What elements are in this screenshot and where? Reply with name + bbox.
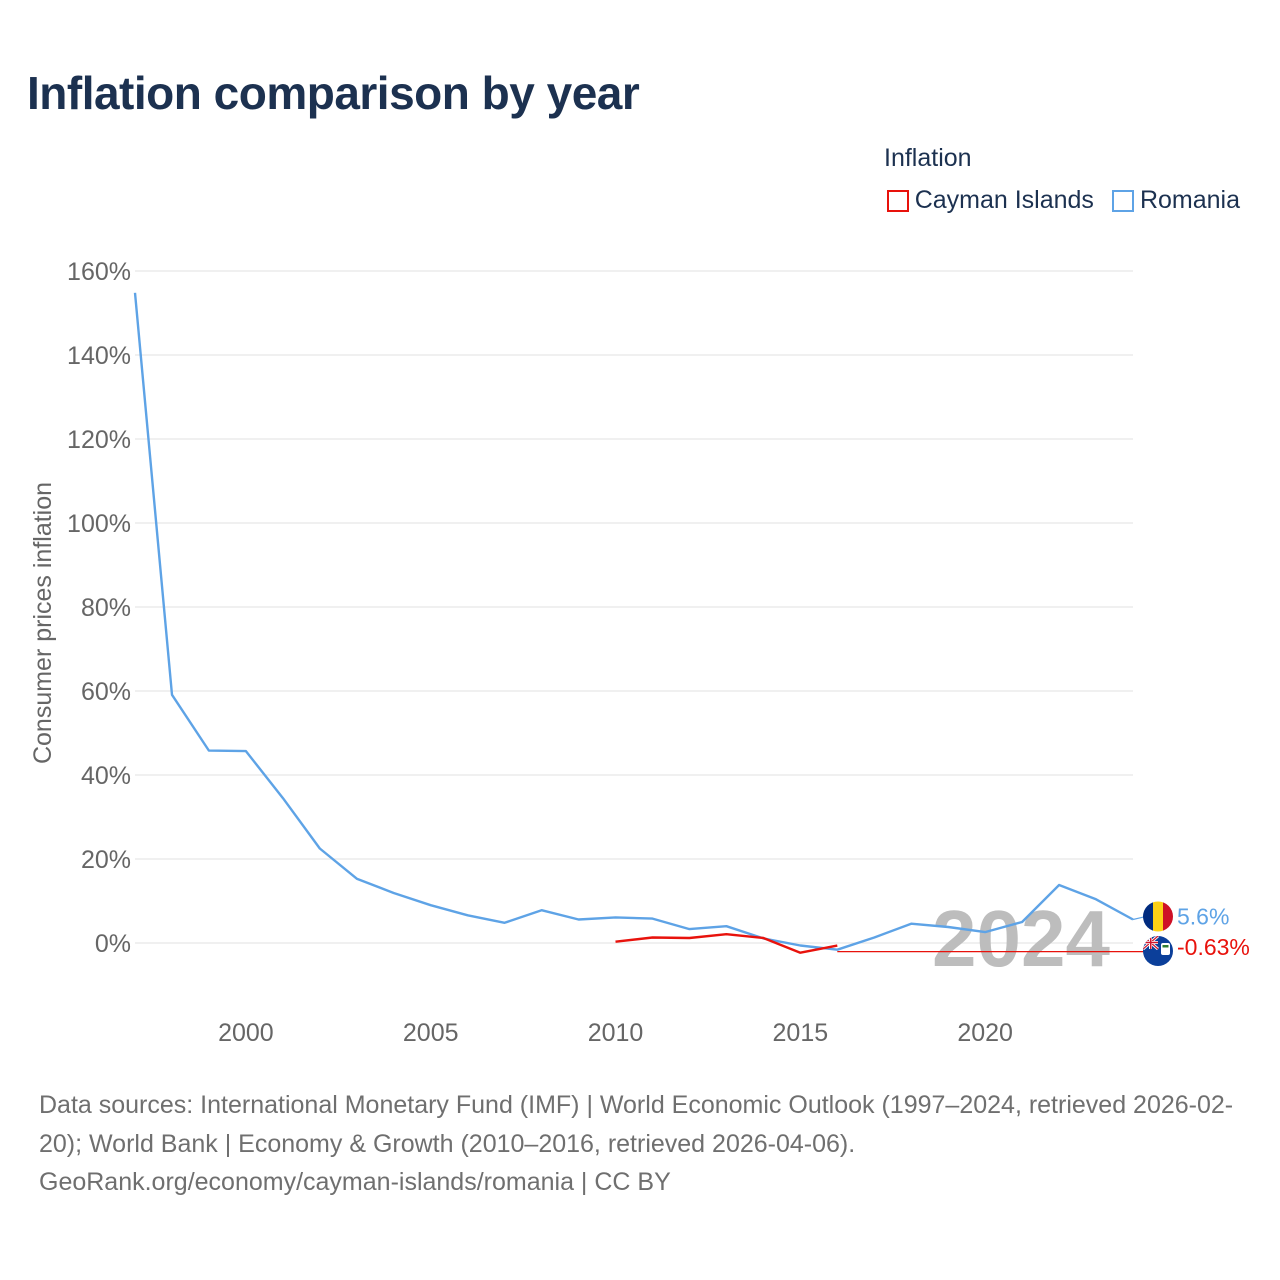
data-point-romania[interactable]	[168, 691, 176, 699]
y-tick-label: 60%	[81, 678, 131, 706]
data-point-cayman-islands[interactable]	[833, 942, 841, 950]
data-point-cayman-islands[interactable]	[759, 934, 767, 942]
data-point-romania[interactable]	[131, 289, 139, 297]
y-tick-label: 80%	[81, 594, 131, 622]
data-point-romania[interactable]	[538, 906, 546, 914]
y-tick-label: 0%	[95, 930, 131, 958]
chart-title: Inflation comparison by year	[27, 67, 640, 119]
x-tick-label: 2015	[773, 1019, 829, 1047]
flag-cayman-islands-icon	[1143, 936, 1173, 966]
data-point-romania[interactable]	[390, 889, 398, 897]
data-point-romania[interactable]	[242, 747, 250, 755]
data-point-romania[interactable]	[501, 919, 509, 927]
data-point-romania[interactable]	[981, 928, 989, 936]
y-tick-label: 100%	[67, 510, 131, 538]
data-point-cayman-islands[interactable]	[722, 930, 730, 938]
data-point-romania[interactable]	[907, 920, 915, 928]
y-tick-label: 20%	[81, 846, 131, 874]
data-point-romania[interactable]	[722, 922, 730, 930]
legend-title: Inflation	[884, 144, 972, 172]
x-tick-label: 2005	[403, 1019, 459, 1047]
legend-swatch-cayman-islands	[886, 189, 909, 212]
data-point-romania[interactable]	[353, 875, 361, 883]
data-point-romania[interactable]	[648, 915, 656, 923]
series-line-romania[interactable]	[133, 292, 1134, 951]
data-point-romania[interactable]	[427, 901, 435, 909]
data-point-romania[interactable]	[1018, 918, 1026, 926]
y-tick-label: 140%	[67, 342, 131, 370]
end-label-cayman-islands: -0.63%	[1177, 934, 1250, 960]
data-point-romania[interactable]	[1092, 895, 1100, 903]
data-point-cayman-islands[interactable]	[685, 934, 693, 942]
flag-romania-icon	[1143, 901, 1173, 932]
data-point-romania[interactable]	[205, 747, 213, 755]
legend-label-cayman-islands: Cayman Islands	[914, 186, 1094, 214]
legend-label-romania: Romania	[1139, 186, 1240, 214]
year-watermark: 2024	[932, 894, 1110, 983]
x-axis-ticks: 2000 2005 2010 2015 2020	[218, 1019, 1013, 1047]
y-tick-label: 120%	[67, 426, 131, 454]
legend: Inflation Cayman Islands Romania	[884, 144, 1240, 224]
legend-item-romania[interactable]: Romania	[1111, 186, 1240, 215]
series-line-cayman-islands[interactable]	[615, 933, 838, 954]
data-point-romania[interactable]	[279, 794, 287, 802]
data-point-romania[interactable]	[316, 845, 324, 853]
data-point-romania[interactable]	[796, 942, 804, 950]
y-tick-label: 40%	[81, 762, 131, 790]
data-point-romania[interactable]	[575, 915, 583, 923]
legend-item-cayman-islands[interactable]: Cayman Islands	[886, 186, 1094, 215]
grid-lines	[135, 270, 1133, 944]
x-tick-label: 2020	[957, 1019, 1013, 1047]
legend-swatch-romania	[1111, 189, 1134, 212]
y-axis-label: Consumer prices inflation	[29, 482, 57, 764]
y-axis-ticks: 0% 20% 40% 60% 80% 100% 120% 140% 160%	[67, 258, 131, 958]
footer: Data sources: International Monetary Fun…	[39, 1086, 1249, 1202]
data-point-romania[interactable]	[1055, 881, 1063, 889]
data-point-romania[interactable]	[464, 911, 472, 919]
y-tick-label: 160%	[67, 258, 131, 286]
end-markers: 5.6% -0.63%	[1143, 901, 1250, 966]
chart-area: 2024 0% 20% 40% 60% 80% 100% 120% 140% 160% 2000…	[29, 258, 1250, 1047]
data-point-romania[interactable]	[685, 925, 693, 933]
data-point-cayman-islands[interactable]	[648, 934, 656, 942]
x-tick-label: 2000	[218, 1019, 274, 1047]
legend-items: Cayman Islands Romania	[886, 186, 1240, 215]
data-point-romania[interactable]	[612, 913, 620, 921]
series-lines	[131, 289, 1150, 957]
end-label-romania: 5.6%	[1177, 903, 1229, 929]
footer-sources: Data sources: International Monetary Fun…	[39, 1091, 1234, 1158]
data-point-romania[interactable]	[944, 923, 952, 931]
x-tick-label: 2010	[588, 1019, 644, 1047]
footer-attribution[interactable]: GeoRank.org/economy/cayman-islands/roman…	[39, 1168, 671, 1196]
data-point-romania[interactable]	[870, 934, 878, 942]
data-point-cayman-islands[interactable]	[612, 938, 620, 946]
data-point-cayman-islands[interactable]	[796, 949, 804, 957]
